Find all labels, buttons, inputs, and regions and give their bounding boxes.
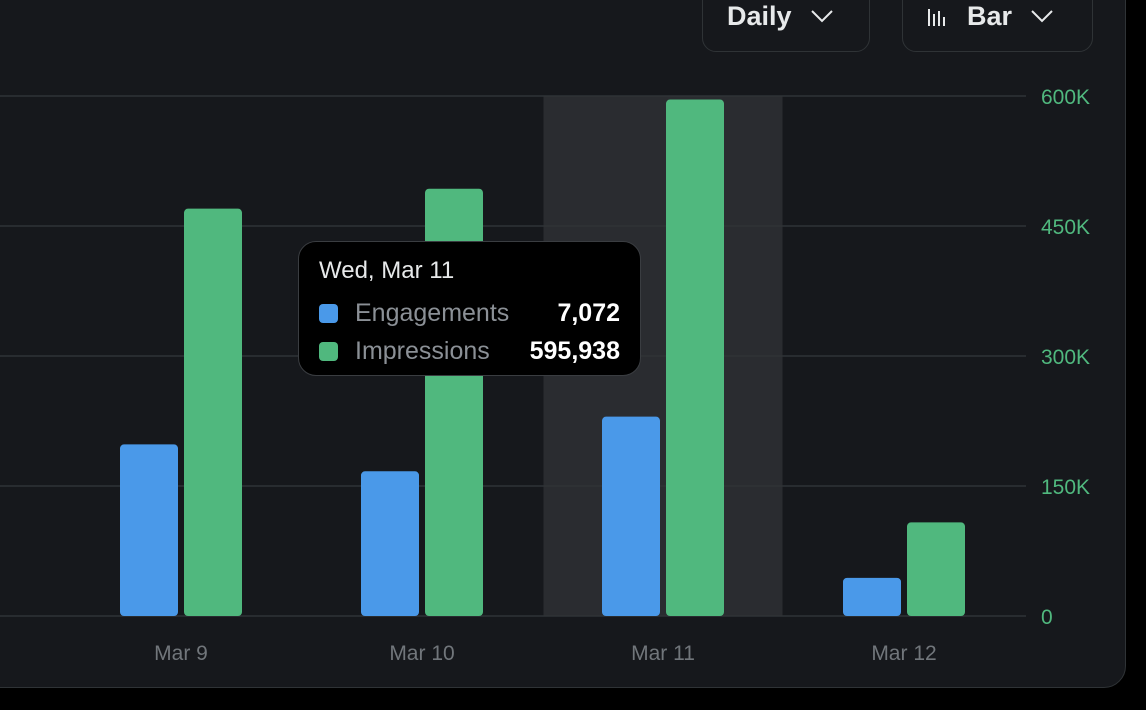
x-tick-label: Mar 12 [871, 642, 936, 665]
y-axis-labels: 0 150K 300K 450K 600K [1041, 86, 1090, 629]
y-tick-label: 150K [1041, 476, 1090, 499]
x-tick-label: Mar 9 [154, 642, 208, 665]
chart-type-dropdown-label: Bar [967, 1, 1013, 31]
chevron-down-icon [810, 1, 834, 31]
tooltip-row-engagements: Engagements 7,072 [319, 294, 620, 332]
tooltip-series-value: 595,938 [529, 336, 620, 365]
bar-engagements-mar-12[interactable] [843, 577, 901, 616]
y-tick-label: 0 [1041, 606, 1053, 629]
y-tick-label: 450K [1041, 216, 1090, 239]
interval-dropdown-label: Daily [727, 1, 792, 31]
bar-impressions-mar-12[interactable] [907, 522, 965, 616]
impressions-swatch [319, 341, 338, 361]
interval-dropdown[interactable]: Daily [702, 0, 870, 52]
bar-engagements-mar-9[interactable] [120, 444, 178, 616]
chevron-down-icon [1030, 1, 1054, 31]
x-axis-labels: Mar 9 Mar 10 Mar 11 Mar 12 [154, 642, 937, 665]
chart-type-dropdown[interactable]: Bar [902, 0, 1093, 52]
x-tick-label: Mar 10 [389, 642, 454, 665]
chart-tooltip: Wed, Mar 11 Engagements 7,072 Impression… [298, 241, 641, 376]
y-tick-label: 300K [1041, 346, 1090, 369]
engagements-swatch [319, 303, 338, 323]
y-tick-label: 600K [1041, 86, 1090, 109]
tooltip-series-name: Impressions [355, 336, 490, 365]
bar-chart-icon [927, 1, 949, 31]
tooltip-row-impressions: Impressions 595,938 [319, 332, 620, 370]
tooltip-series-value: 7,072 [557, 298, 620, 327]
tooltip-title: Wed, Mar 11 [319, 257, 455, 284]
bar-impressions-mar-11[interactable] [666, 99, 724, 617]
x-tick-label: Mar 11 [631, 642, 695, 665]
bar-engagements-mar-10[interactable] [361, 471, 419, 616]
bar-engagements-mar-11[interactable] [602, 416, 660, 616]
bar-impressions-mar-9[interactable] [184, 208, 242, 616]
tooltip-series-name: Engagements [355, 298, 510, 327]
